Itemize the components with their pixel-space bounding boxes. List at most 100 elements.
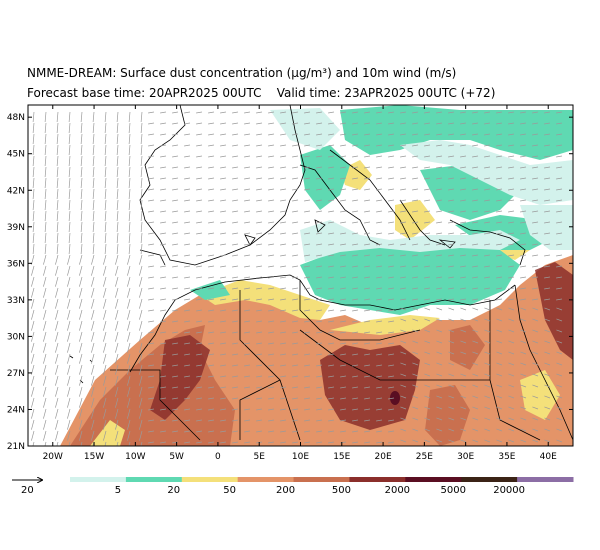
wind-arrow xyxy=(520,276,527,279)
wind-arrow xyxy=(232,320,239,323)
wind-arrow xyxy=(268,298,275,301)
wind-arrow xyxy=(496,287,503,290)
wind-arrow xyxy=(496,243,503,246)
wind-arrow xyxy=(436,362,443,366)
wind-arrow xyxy=(268,397,275,400)
wind-arrow xyxy=(556,177,563,180)
wind-arrow xyxy=(127,419,131,430)
wind-arrow xyxy=(304,309,311,312)
wind-arrow xyxy=(304,265,311,268)
wind-arrow xyxy=(484,428,491,432)
wind-arrow xyxy=(316,353,323,356)
wind-arrow xyxy=(340,144,347,147)
wind-arrow xyxy=(91,331,95,342)
wind-arrow xyxy=(364,430,371,433)
wind-arrow xyxy=(208,309,215,312)
wind-arrow xyxy=(148,166,155,169)
wind-arrow xyxy=(472,144,479,147)
wind-arrow xyxy=(532,329,539,333)
wind-arrow xyxy=(484,155,491,158)
wind-arrow xyxy=(208,155,215,158)
wind-arrow xyxy=(508,199,515,202)
wind-arrow xyxy=(160,199,167,202)
wind-arrow xyxy=(556,395,563,399)
wind-arrow xyxy=(364,342,371,345)
wind-arrow xyxy=(400,373,407,377)
wind-arrow xyxy=(304,320,311,323)
wind-arrow xyxy=(208,177,215,180)
wind-arrow xyxy=(472,428,479,432)
wind-arrow xyxy=(256,331,263,334)
wind-arrow xyxy=(328,331,335,334)
wind-arrow xyxy=(364,155,371,158)
wind-arrow xyxy=(115,331,119,342)
wind-arrow xyxy=(244,430,251,433)
wind-arrow xyxy=(292,243,299,246)
wind-arrow xyxy=(364,166,371,169)
wind-arrow xyxy=(80,133,83,145)
wind-arrow xyxy=(220,265,227,268)
wind-arrow xyxy=(103,353,107,364)
wind-arrow xyxy=(376,353,383,356)
wind-arrow xyxy=(436,428,443,432)
wind-arrow xyxy=(412,439,419,443)
wind-arrow xyxy=(364,276,371,279)
wind-arrow xyxy=(544,177,551,180)
wind-arrow xyxy=(340,287,347,290)
wind-arrow xyxy=(55,320,59,331)
wind-arrow xyxy=(31,419,35,430)
wind-arrow xyxy=(400,395,407,399)
wind-arrow xyxy=(412,307,419,311)
wind-arrow xyxy=(556,307,563,311)
wind-arrow xyxy=(115,287,119,298)
wind-arrow xyxy=(280,221,287,224)
wind-arrow xyxy=(79,397,83,408)
wind-arrow xyxy=(520,243,527,246)
wind-arrow xyxy=(460,133,467,136)
wind-arrow xyxy=(304,243,311,246)
wind-arrow xyxy=(448,243,455,246)
wind-arrow xyxy=(79,331,83,342)
wind-arrow xyxy=(127,265,131,276)
wind-arrow xyxy=(328,375,335,378)
wind-arrow xyxy=(448,362,455,366)
wind-arrow xyxy=(460,373,467,377)
wind-arrow xyxy=(328,199,335,202)
wind-arrow xyxy=(91,320,95,331)
wind-arrow xyxy=(160,144,167,147)
wind-arrow xyxy=(148,265,155,268)
wind-arrow xyxy=(184,353,191,356)
wind-arrow xyxy=(56,441,59,446)
wind-arrow xyxy=(532,122,539,125)
wind-arrow xyxy=(376,144,383,147)
wind-arrow xyxy=(160,397,167,400)
wind-arrow xyxy=(32,155,35,167)
wind-arrow xyxy=(472,373,479,377)
lat-tick-label: 39N xyxy=(7,223,25,233)
wind-arrow xyxy=(268,375,275,378)
colorbar-label: 5000 xyxy=(440,485,465,496)
wind-arrow xyxy=(316,221,323,224)
wind-arrow xyxy=(104,232,107,244)
wind-arrow xyxy=(376,188,383,191)
wind-arrow xyxy=(436,265,443,268)
wind-arrow xyxy=(316,375,323,378)
wind-arrow xyxy=(280,342,287,345)
wind-arrow xyxy=(292,144,299,147)
wind-arrow xyxy=(103,342,107,353)
wind-arrow xyxy=(484,362,491,366)
wind-arrow xyxy=(364,309,371,312)
wind-arrow xyxy=(364,419,371,422)
wind-arrow xyxy=(292,276,299,279)
wind-arrow xyxy=(496,373,503,377)
wind-arrow xyxy=(116,111,119,123)
lat-tick-label: 45N xyxy=(7,150,25,160)
wind-arrow xyxy=(364,397,371,400)
wind-arrow xyxy=(424,254,431,257)
wind-arrow xyxy=(472,318,479,322)
wind-arrow xyxy=(496,329,503,333)
wind-arrow xyxy=(268,254,275,257)
wind-arrow xyxy=(388,430,395,433)
wind-arrow xyxy=(268,342,275,345)
wind-arrow xyxy=(436,318,443,322)
